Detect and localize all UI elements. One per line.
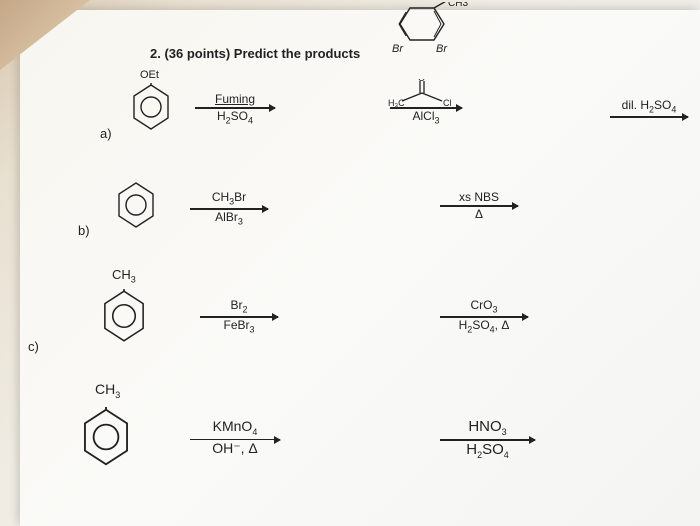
arrow-line xyxy=(440,205,518,207)
reagent-c2-bot: H2SO4, Δ xyxy=(459,319,510,335)
reagent-d2-bot: H2SO4 xyxy=(466,442,509,461)
substituent-d: CH3 xyxy=(95,381,120,400)
worksheet-page: Br Br CH3 2. (36 points) Predict the pro… xyxy=(20,10,700,526)
arrow-d2: HNO3 H2SO4 xyxy=(440,419,535,461)
reagent-c2-top: CrO3 xyxy=(470,299,497,315)
row-b: b) CH3Br AlBr3 xs NBS Δ xyxy=(40,173,680,255)
reagent-b1-bot: AlBr3 xyxy=(215,211,243,227)
arrow-line xyxy=(195,107,275,109)
arrow-line xyxy=(440,316,528,318)
reagent-b2-top: xs NBS xyxy=(459,191,499,204)
arrow-line xyxy=(610,116,688,118)
arrow-line xyxy=(200,316,278,318)
arrow-b2: xs NBS Δ xyxy=(440,191,518,221)
arrow-b1: CH3Br AlBr3 xyxy=(190,191,268,227)
benzene-a xyxy=(130,83,172,131)
row-a: a) OEt Fuming H2SO4 H₃C C xyxy=(40,71,680,161)
arrow-line xyxy=(190,439,280,441)
top-partial-structure: Br Br CH3 xyxy=(390,2,480,57)
reagent-b1-top: CH3Br xyxy=(212,191,246,207)
substituent-c: CH3 xyxy=(112,267,136,285)
label-a: a) xyxy=(100,126,112,141)
row-d: CH3 KMnO4 OH⁻, Δ HNO3 H2SO4 xyxy=(40,379,680,489)
arrow-line xyxy=(390,107,462,109)
reagent-d1-top: KMnO4 xyxy=(213,419,258,438)
arrow-d1: KMnO4 OH⁻, Δ xyxy=(190,419,280,457)
arrow-a1: Fuming H2SO4 xyxy=(195,93,275,126)
reagent-c1-top: Br2 xyxy=(230,299,247,315)
label-b: b) xyxy=(78,223,90,238)
reagent-d1-bot: OH⁻, Δ xyxy=(212,441,258,456)
reagent-a1-bot: H2SO4 xyxy=(217,110,253,126)
svg-text:Br: Br xyxy=(436,43,448,52)
arrow-a2: AlCl3 xyxy=(390,107,462,126)
arrow-a3: dil. H2SO4 xyxy=(610,99,688,118)
arrow-c2: CrO3 H2SO4, Δ xyxy=(440,299,528,335)
reagent-b2-bot: Δ xyxy=(475,208,483,221)
arrow-line xyxy=(190,208,268,210)
row-c: c) CH3 Br2 FeBr3 CrO3 H2SO4, Δ xyxy=(40,267,680,367)
label-c: c) xyxy=(28,339,39,354)
svg-text:Br: Br xyxy=(392,43,404,52)
arrow-line xyxy=(440,439,535,441)
benzene-b xyxy=(115,181,157,229)
reagent-a2-bot: AlCl3 xyxy=(412,110,439,126)
svg-text:O: O xyxy=(418,79,425,83)
svg-text:CH3: CH3 xyxy=(448,2,468,9)
reagent-a1-top: Fuming xyxy=(215,93,255,106)
substituent-a: OEt xyxy=(140,69,159,81)
reagent-a3: dil. H2SO4 xyxy=(622,99,677,115)
benzene-d xyxy=(80,407,132,467)
reagent-c1-bot: FeBr3 xyxy=(223,319,254,335)
benzene-c xyxy=(100,289,148,343)
arrow-c1: Br2 FeBr3 xyxy=(200,299,278,335)
reagent-d2-top: HNO3 xyxy=(468,419,506,438)
